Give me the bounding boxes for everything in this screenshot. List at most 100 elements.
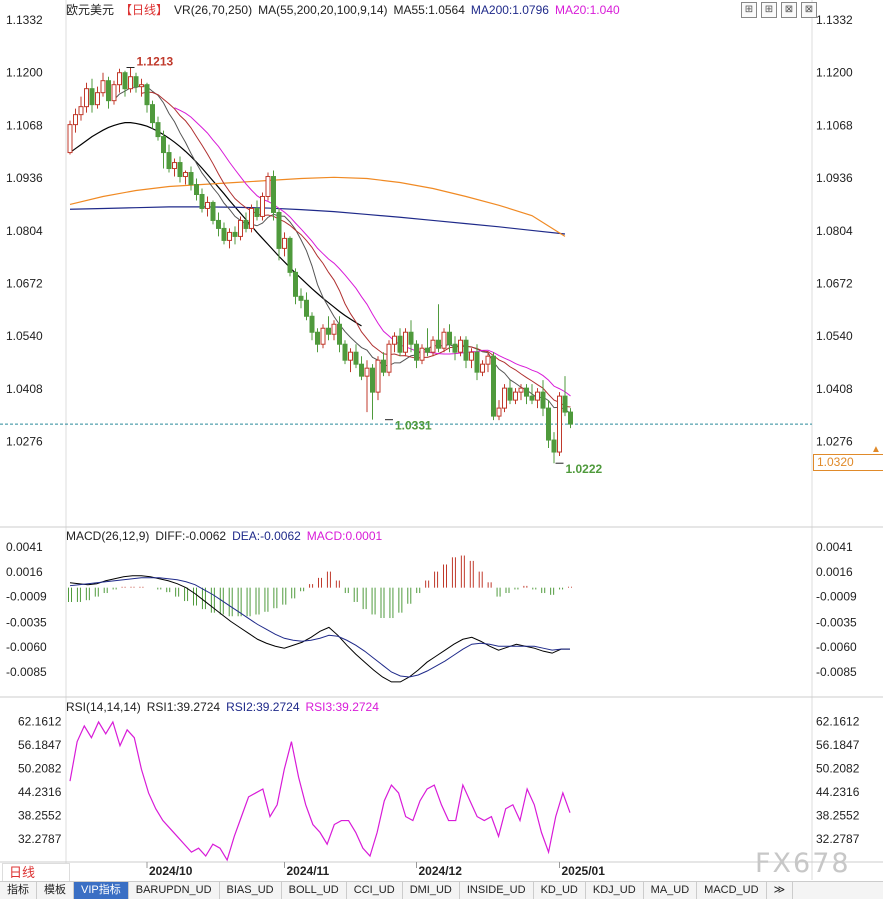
tab-inside[interactable]: INSIDE_UD — [460, 882, 534, 899]
candle-body — [293, 271, 298, 297]
indicator-tab-bar: 指标 模板 VIP指标 BARUPDN_UD BIAS_UD BOLL_UD C… — [0, 881, 883, 899]
candle-body — [568, 411, 573, 425]
main-indicator-header: 欧元美元 【日线】 VR(26,70,250) MA(55,200,20,100,9,… — [66, 2, 626, 18]
vr-label[interactable]: VR(26,70,250) — [174, 3, 253, 17]
candle-body — [194, 184, 199, 195]
tab-barupdn[interactable]: BARUPDN_UD — [129, 882, 220, 899]
annotation-label: 1.1213 — [137, 55, 174, 69]
rsi2-value: RSI2:39.2724 — [226, 700, 300, 714]
tab-templates[interactable]: 模板 — [37, 882, 74, 899]
date-tick-label: 2024/11 — [287, 864, 330, 878]
tab-cci[interactable]: CCI_UD — [347, 882, 403, 899]
candle-body — [199, 193, 205, 209]
date-axis: 2024/10 2024/11 2024/12 2025/01 — [146, 862, 605, 878]
rsi-name[interactable]: RSI(14,14,14) — [66, 700, 141, 714]
candle-body — [403, 331, 408, 353]
rsi-tick-left: 38.2552 — [18, 809, 62, 823]
tab-more[interactable]: ≫ — [767, 882, 794, 899]
zoom-out-button[interactable]: ⊞ — [761, 2, 777, 18]
tab-macd[interactable]: MACD_UD — [697, 882, 767, 899]
candle-body — [441, 331, 447, 349]
candle-body — [205, 201, 210, 209]
panel-frames — [0, 0, 883, 880]
rsi-tick-right: 44.2316 — [816, 785, 860, 799]
candle-body — [243, 219, 249, 229]
macd-diff: DIFF:-0.0062 — [155, 529, 227, 543]
candle-body — [265, 176, 271, 197]
tab-bias[interactable]: BIAS_UD — [220, 882, 282, 899]
candle-body — [128, 76, 133, 90]
restore-button[interactable]: ⊠ — [781, 2, 797, 18]
candle-body — [177, 162, 183, 178]
candle-body — [375, 359, 381, 393]
macd-tick-right: -0.0035 — [816, 615, 857, 629]
candle-body — [430, 339, 436, 353]
period-label[interactable]: 【日线】 — [120, 3, 169, 17]
rsi-tick-right: 32.2787 — [816, 832, 860, 846]
candle-body — [562, 395, 568, 413]
close-button[interactable]: ⊠ — [801, 2, 817, 18]
zoom-in-button[interactable]: ⊞ — [741, 2, 757, 18]
price-tick-right: 1.1332 — [816, 13, 853, 27]
rsi-tick-left: 56.1847 — [18, 738, 62, 752]
candle-body — [73, 114, 78, 126]
price-tick-left: 1.0408 — [6, 382, 43, 396]
macd-tick-left: -0.0009 — [6, 590, 47, 604]
macd-diff-line — [69, 575, 570, 683]
tab-kd[interactable]: KD_UD — [534, 882, 586, 899]
price-tick-left: 1.1068 — [6, 118, 43, 132]
candle-body — [342, 343, 348, 361]
rsi-tick-left: 32.2787 — [18, 832, 62, 846]
price-tick-right: 1.1200 — [816, 66, 853, 80]
rsi-axis: 62.1612 62.1612 56.1847 56.1847 50.2082 50.20… — [18, 714, 860, 846]
candle-body — [276, 211, 282, 249]
ma-line-20 — [174, 107, 571, 397]
candle-body — [95, 92, 100, 106]
ma-label[interactable]: MA(55,200,20,100,9,14) — [258, 3, 388, 17]
price-tick-left: 1.1332 — [6, 13, 43, 27]
macd-tick-left: -0.0060 — [6, 640, 47, 654]
macd-name[interactable]: MACD(26,12,9) — [66, 529, 150, 543]
macd-tick-right: -0.0060 — [816, 640, 857, 654]
ma-line-ma55 — [69, 122, 362, 327]
candle-body — [507, 387, 513, 401]
ma200-value: MA200:1.0796 — [470, 3, 549, 17]
candle-body — [139, 84, 144, 88]
candle-body — [529, 395, 535, 401]
candle-body — [469, 351, 474, 361]
tab-indicators[interactable]: 指标 — [0, 882, 37, 899]
candle-body — [144, 84, 150, 106]
macd-tick-right: -0.0085 — [816, 665, 857, 679]
candle-body — [304, 299, 309, 317]
symbol-label: 欧元美元 — [66, 3, 115, 17]
macd-tick-right: 0.0041 — [816, 540, 853, 554]
rsi-tick-left: 44.2316 — [18, 785, 62, 799]
tab-kdj[interactable]: KDJ_UD — [586, 882, 644, 899]
price-up-arrow-icon: ▲ — [871, 444, 881, 455]
ma-line-9 — [113, 84, 571, 414]
candle-body — [359, 363, 364, 377]
candle-body — [540, 391, 546, 409]
ma-line-ma200 — [69, 206, 566, 235]
candle-body — [67, 124, 73, 154]
macd-tick-left: -0.0035 — [6, 615, 47, 629]
rsi-tick-right: 56.1847 — [816, 738, 860, 752]
tab-boll[interactable]: BOLL_UD — [282, 882, 347, 899]
price-tick-left: 1.0276 — [6, 435, 43, 449]
candle-body — [326, 327, 331, 335]
tab-vip[interactable]: VIP指标 — [74, 882, 129, 899]
current-price-tag: 1.0320 — [813, 454, 883, 471]
date-tick-label: 2024/12 — [419, 864, 463, 878]
candle-body — [337, 323, 342, 345]
price-tick-right: 1.0804 — [816, 224, 853, 238]
candle-body — [249, 207, 254, 229]
candle-body — [496, 407, 502, 417]
period-tag[interactable]: 日线 — [2, 863, 70, 882]
macd-tick-right: -0.0009 — [816, 590, 857, 604]
rsi3-value: RSI3:39.2724 — [305, 700, 379, 714]
tab-ma[interactable]: MA_UD — [644, 882, 698, 899]
candle-body — [353, 351, 359, 365]
candle-body — [502, 387, 507, 409]
tab-dmi[interactable]: DMI_UD — [403, 882, 460, 899]
